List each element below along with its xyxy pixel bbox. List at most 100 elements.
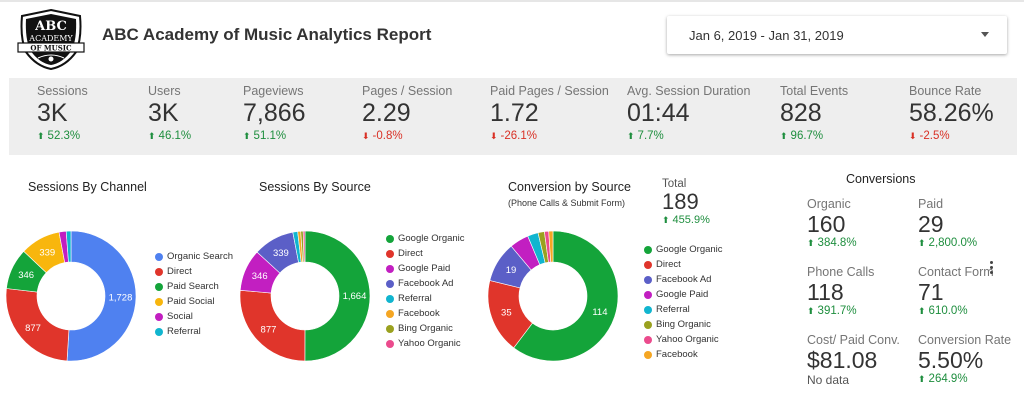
legend-swatch: [155, 253, 163, 261]
date-range-picker[interactable]: Jan 6, 2019 - Jan 31, 2019: [667, 16, 1007, 54]
kpi-label: Users: [148, 84, 181, 98]
legend-label: Google Paid: [398, 263, 451, 274]
legend-item[interactable]: Google Paid: [386, 263, 468, 274]
donut-slice[interactable]: [66, 230, 137, 362]
chart-title-sessions-by-channel: Sessions By Channel: [28, 180, 147, 194]
legend-item[interactable]: Direct: [644, 259, 726, 270]
legend-item[interactable]: Social: [155, 311, 237, 322]
legend-item[interactable]: Facebook Ad: [386, 278, 468, 289]
arrow-up-icon: ⬆: [662, 215, 670, 225]
legend-conversion-by-source: Google Organic Direct Facebook Ad Google Pa…: [644, 244, 726, 364]
legend-item[interactable]: Direct: [155, 266, 237, 277]
kpi-value: 01:44: [627, 99, 690, 127]
legend-item[interactable]: Yahoo Organic: [386, 338, 468, 349]
legend-item[interactable]: Facebook: [644, 349, 726, 360]
donut-slice[interactable]: [304, 230, 371, 362]
arrow-up-icon: ⬆: [807, 238, 815, 248]
arrow-up-icon: ⬆: [243, 131, 251, 141]
legend-item[interactable]: Referral: [644, 304, 726, 315]
legend-item[interactable]: Referral: [155, 326, 237, 337]
legend-label: Facebook Ad: [656, 274, 712, 285]
legend-item[interactable]: Google Organic: [644, 244, 726, 255]
date-range-value: Jan 6, 2019 - Jan 31, 2019: [689, 28, 844, 43]
donut-slice[interactable]: [65, 230, 72, 263]
svg-text:ABC: ABC: [34, 19, 67, 34]
kpi-delta: ⬆ 52.3%: [37, 130, 81, 142]
kpi-value: 3K: [148, 99, 179, 127]
chevron-down-icon[interactable]: [981, 32, 989, 37]
legend-swatch: [155, 283, 163, 291]
donut-slice[interactable]: [302, 230, 306, 263]
donut-sessions-by-source[interactable]: 1,664 877 346 339: [239, 230, 371, 362]
kpi-total-events: Total Events 828 ⬆ 96.7%: [780, 84, 848, 142]
legend-item[interactable]: Organic Search: [155, 251, 237, 262]
legend-item[interactable]: Referral: [386, 293, 468, 304]
kpi-label: Pageviews: [243, 84, 304, 98]
legend-label: Facebook: [398, 308, 440, 319]
arrow-up-icon: ⬆: [918, 306, 926, 316]
conv-label: Phone Calls: [807, 265, 875, 279]
donut-slice[interactable]: [548, 230, 554, 263]
kpi-label: Pages / Session: [362, 84, 453, 98]
total-delta: ⬆ 455.9%: [662, 214, 710, 226]
slice-value-label: 339: [273, 248, 289, 259]
legend-swatch: [386, 250, 394, 258]
legend-label: Direct: [656, 259, 681, 270]
kpi-label: Bounce Rate: [909, 84, 982, 98]
legend-swatch: [155, 328, 163, 336]
donut-slice[interactable]: [513, 230, 619, 362]
donut-conversion-by-source[interactable]: 114 35 19: [487, 230, 619, 362]
arrow-up-icon: ⬆: [780, 131, 788, 141]
kpi-users: Users 3K ⬆ 46.1%: [148, 84, 191, 142]
legend-swatch: [155, 313, 163, 321]
kpi-paid-pages-per-session: Paid Pages / Session 1.72 ⬇ -26.1%: [490, 84, 609, 142]
kpi-delta: ⬇ -0.8%: [362, 130, 403, 142]
legend-item[interactable]: Paid Social: [155, 296, 237, 307]
legend-label: Bing Organic: [656, 319, 711, 330]
chart-subtitle-conversion-by-source: (Phone Calls & Submit Form): [508, 198, 626, 208]
kpi-bounce-rate: Bounce Rate 58.26% ⬇ -2.5%: [909, 84, 994, 142]
report-title: ABC Academy of Music Analytics Report: [102, 25, 432, 44]
kpi-value: 3K: [37, 99, 68, 127]
legend-item[interactable]: Google Organic: [386, 233, 468, 244]
legend-swatch: [386, 265, 394, 273]
legend-label: Google Paid: [656, 289, 709, 300]
conv-value: 29: [918, 211, 944, 237]
donut-slice[interactable]: [239, 289, 306, 362]
arrow-up-icon: ⬆: [918, 238, 926, 248]
legend-item[interactable]: Facebook Ad: [644, 274, 726, 285]
slice-value-label: 1,728: [109, 293, 133, 304]
legend-item[interactable]: Bing Organic: [644, 319, 726, 330]
conv-value: 118: [807, 279, 844, 305]
legend-swatch: [386, 340, 394, 348]
legend-label: Bing Organic: [398, 323, 453, 334]
legend-item[interactable]: Bing Organic: [386, 323, 468, 334]
conv-value: $81.08: [807, 347, 878, 373]
legend-item[interactable]: Facebook: [386, 308, 468, 319]
kpi-delta: ⬇ -2.5%: [909, 130, 950, 142]
arrow-down-icon: ⬇: [362, 131, 370, 141]
arrow-up-icon: ⬆: [918, 374, 926, 384]
legend-item[interactable]: Paid Search: [155, 281, 237, 292]
conv-label: Cost/ Paid Conv.: [807, 333, 900, 347]
more-options-icon[interactable]: [990, 261, 994, 276]
legend-item[interactable]: Direct: [386, 248, 468, 259]
legend-swatch: [386, 295, 394, 303]
donut-sessions-by-channel[interactable]: 1,728 877 346 339: [5, 230, 137, 362]
kpi-delta: ⬆ 96.7%: [780, 130, 824, 142]
conv-label: Conversion Rate: [918, 333, 1012, 347]
legend-item[interactable]: Yahoo Organic: [644, 334, 726, 345]
legend-swatch: [386, 325, 394, 333]
legend-label: Google Organic: [398, 233, 465, 244]
legend-item[interactable]: Google Paid: [644, 289, 726, 300]
top-divider: [0, 0, 1024, 2]
conversion-total: Total 189 ⬆ 455.9%: [662, 178, 710, 226]
legend-swatch: [644, 306, 652, 314]
slice-value-label: 877: [261, 324, 277, 335]
conversions-cost-per-paid: Cost/ Paid Conv. $81.08 No data: [807, 333, 900, 387]
kpi-value: 58.26%: [909, 99, 994, 127]
legend-swatch: [644, 351, 652, 359]
arrow-up-icon: ⬆: [807, 306, 815, 316]
conv-no-data: No data: [807, 373, 850, 387]
kpi-pageviews: Pageviews 7,866 ⬆ 51.1%: [243, 84, 306, 142]
